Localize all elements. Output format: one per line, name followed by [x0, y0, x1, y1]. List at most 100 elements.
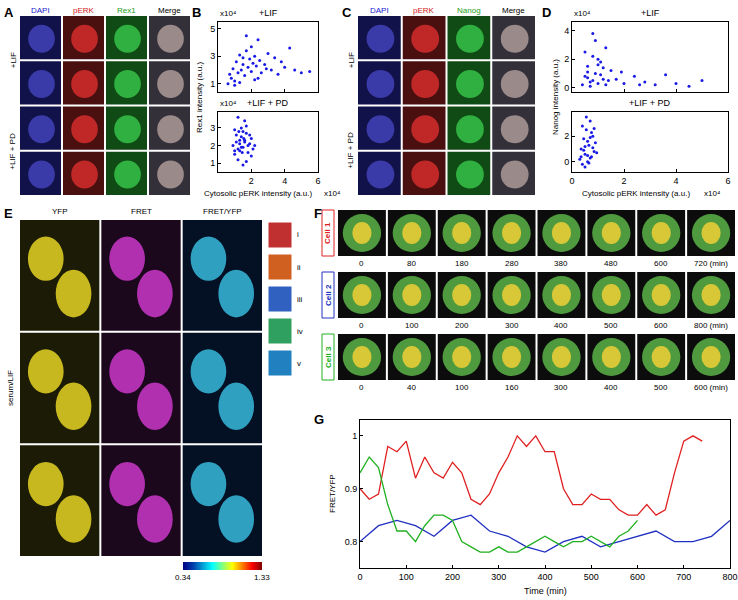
- svg-text:Cell 3: Cell 3: [324, 346, 333, 368]
- svg-text:400: 400: [537, 572, 552, 582]
- svg-text:Cytosolic pERK intensity (a.u.: Cytosolic pERK intensity (a.u.): [204, 189, 312, 198]
- svg-text:Nanog: Nanog: [457, 6, 481, 15]
- svg-text:Time (min): Time (min): [524, 586, 567, 596]
- svg-text:x10⁴: x10⁴: [704, 189, 721, 198]
- svg-text:2: 2: [249, 176, 254, 186]
- svg-text:80: 80: [407, 259, 416, 268]
- svg-text:2: 2: [564, 54, 569, 64]
- svg-text:0: 0: [564, 157, 569, 167]
- svg-text:200: 200: [455, 321, 469, 330]
- svg-text:D: D: [542, 5, 551, 20]
- svg-text:DAPI: DAPI: [370, 6, 389, 15]
- svg-text:2: 2: [564, 131, 569, 141]
- svg-text:A: A: [4, 5, 14, 20]
- svg-text:600 (min): 600 (min): [694, 383, 728, 392]
- svg-text:5: 5: [210, 24, 215, 34]
- svg-text:Cell 2: Cell 2: [324, 284, 333, 306]
- svg-text:0: 0: [357, 572, 362, 582]
- svg-text:+LIF + PD: +LIF + PD: [629, 98, 671, 108]
- svg-text:+LIF + PD: +LIF + PD: [346, 132, 355, 169]
- svg-text:Merge: Merge: [502, 6, 525, 15]
- svg-text:x10⁴: x10⁴: [220, 99, 237, 108]
- svg-text:180: 180: [455, 259, 469, 268]
- svg-text:0: 0: [359, 259, 364, 268]
- svg-text:6: 6: [725, 176, 730, 186]
- svg-text:100: 100: [399, 572, 414, 582]
- svg-text:3: 3: [210, 51, 215, 61]
- svg-text:600: 600: [654, 321, 668, 330]
- svg-text:pERK: pERK: [73, 6, 95, 15]
- svg-text:100: 100: [405, 321, 419, 330]
- svg-text:160: 160: [505, 383, 519, 392]
- svg-text:0: 0: [564, 83, 569, 93]
- svg-text:200: 200: [445, 572, 460, 582]
- svg-text:FRET: FRET: [131, 207, 152, 216]
- svg-text:Cytosolic pERK intensity (a.u.: Cytosolic pERK intensity (a.u.): [582, 189, 690, 198]
- svg-text:0: 0: [569, 176, 574, 186]
- svg-text:720 (min): 720 (min): [694, 259, 728, 268]
- svg-text:500: 500: [654, 383, 668, 392]
- svg-text:500: 500: [584, 572, 599, 582]
- svg-text:800 (min): 800 (min): [694, 321, 728, 330]
- svg-text:100: 100: [455, 383, 469, 392]
- svg-text:B: B: [192, 5, 201, 20]
- svg-text:E: E: [4, 206, 13, 221]
- svg-text:6: 6: [315, 176, 320, 186]
- svg-text:Rex1 intensity (a.u.): Rex1 intensity (a.u.): [195, 62, 204, 133]
- svg-text:600: 600: [654, 259, 668, 268]
- svg-text:FRET/YFP: FRET/YFP: [203, 207, 242, 216]
- svg-text:280: 280: [505, 259, 519, 268]
- svg-text:+LIF: +LIF: [641, 8, 660, 18]
- svg-text:F: F: [314, 206, 322, 221]
- svg-text:pERK: pERK: [413, 6, 435, 15]
- svg-text:4: 4: [282, 176, 287, 186]
- svg-text:600: 600: [630, 572, 645, 582]
- svg-text:x10⁴: x10⁴: [574, 9, 591, 18]
- svg-text:300: 300: [505, 321, 519, 330]
- svg-text:800: 800: [722, 572, 737, 582]
- svg-text:0: 0: [359, 383, 364, 392]
- svg-text:+LIF: +LIF: [347, 52, 356, 68]
- svg-text:YFP: YFP: [52, 207, 68, 216]
- svg-text:1: 1: [210, 79, 215, 89]
- svg-text:400: 400: [604, 383, 618, 392]
- svg-text:x10⁴: x10⁴: [220, 9, 237, 18]
- svg-text:0: 0: [359, 321, 364, 330]
- svg-text:1.33: 1.33: [254, 573, 270, 582]
- svg-text:Merge: Merge: [158, 6, 181, 15]
- svg-text:500: 500: [604, 321, 618, 330]
- svg-text:0.34: 0.34: [175, 573, 191, 582]
- svg-text:1: 1: [352, 431, 357, 441]
- svg-text:+LIF: +LIF: [259, 8, 278, 18]
- svg-text:G: G: [314, 412, 324, 427]
- svg-text:FRET/YFP: FRET/YFP: [328, 474, 337, 513]
- svg-text:700: 700: [676, 572, 691, 582]
- svg-text:Cell 1: Cell 1: [323, 222, 332, 244]
- svg-text:40: 40: [407, 383, 416, 392]
- svg-text:2: 2: [621, 176, 626, 186]
- svg-text:v: v: [297, 359, 301, 368]
- svg-text:Rex1: Rex1: [117, 6, 136, 15]
- svg-text:4: 4: [564, 26, 569, 36]
- svg-text:C: C: [342, 5, 352, 20]
- svg-text:x10⁴: x10⁴: [324, 189, 341, 198]
- svg-text:480: 480: [604, 259, 618, 268]
- svg-text:4: 4: [673, 176, 678, 186]
- svg-text:0.9: 0.9: [345, 484, 358, 494]
- svg-text:400: 400: [554, 321, 568, 330]
- svg-text:DAPI: DAPI: [31, 6, 50, 15]
- svg-text:i: i: [297, 230, 299, 239]
- svg-text:300: 300: [554, 383, 568, 392]
- svg-text:+LIF + PD: +LIF + PD: [8, 133, 17, 170]
- svg-text:3: 3: [210, 123, 215, 133]
- svg-text:iii: iii: [297, 295, 303, 304]
- svg-text:serum/LIF: serum/LIF: [6, 370, 15, 406]
- svg-text:ii: ii: [297, 263, 301, 272]
- svg-text:380: 380: [554, 259, 568, 268]
- svg-text:300: 300: [491, 572, 506, 582]
- svg-text:iv: iv: [297, 327, 303, 336]
- svg-text:0.8: 0.8: [345, 537, 358, 547]
- svg-text:+LIF: +LIF: [9, 52, 18, 68]
- svg-text:Nanog intensity (a.u.): Nanog intensity (a.u.): [551, 59, 560, 135]
- svg-text:+LIF + PD: +LIF + PD: [247, 98, 289, 108]
